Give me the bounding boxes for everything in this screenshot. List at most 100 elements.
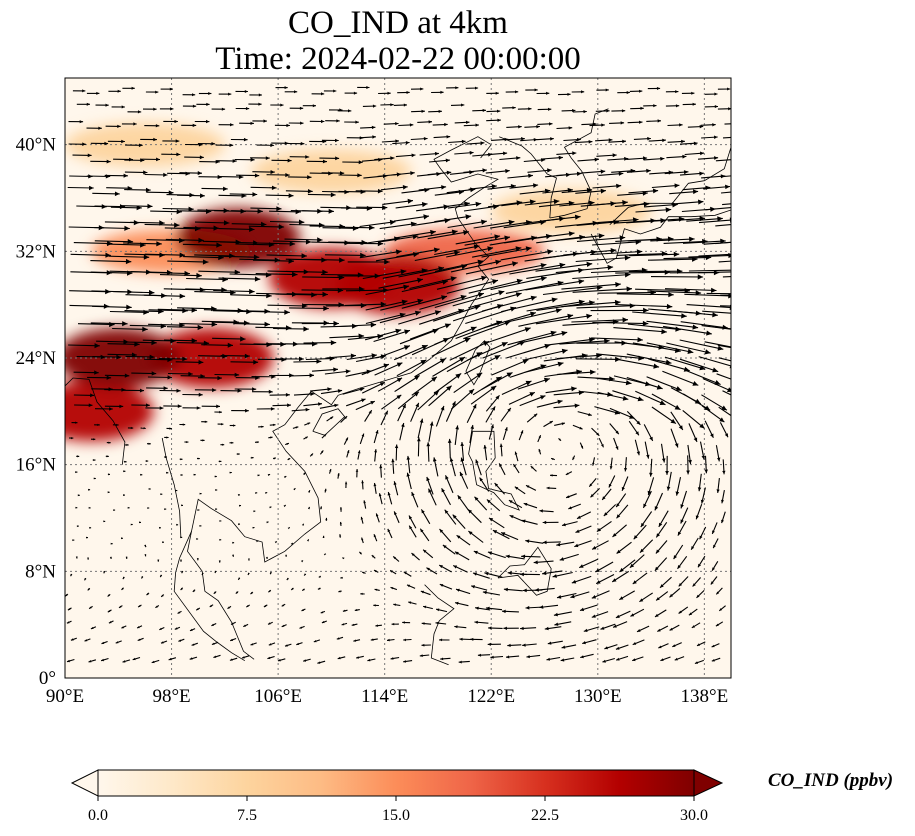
wind-vector-head xyxy=(654,566,659,571)
wind-vector-head xyxy=(463,230,469,236)
wind-vector-shaft xyxy=(453,372,483,394)
wind-vector-shaft xyxy=(359,221,396,228)
wind-vector-head xyxy=(666,486,671,491)
wind-vector-head xyxy=(526,485,530,488)
wind-vector-head xyxy=(399,312,406,318)
wind-vector-head xyxy=(322,159,327,164)
wind-vector-head xyxy=(176,209,182,215)
wind-vector-head xyxy=(697,487,702,492)
wind-vector-shaft xyxy=(463,205,499,212)
wind-vector-head xyxy=(243,624,246,627)
wind-vector-head xyxy=(499,463,502,467)
wind-vector-head xyxy=(583,628,588,632)
wind-vector-head xyxy=(551,297,558,303)
wind-vector-shaft xyxy=(715,223,731,227)
wind-vector-head xyxy=(495,395,500,400)
wind-vector-shaft xyxy=(720,191,731,194)
wind-vector-head xyxy=(323,305,329,311)
wind-vector-head xyxy=(192,589,196,592)
wind-vector-head xyxy=(166,436,169,439)
wind-vector-head xyxy=(160,493,163,496)
wind-vector-head xyxy=(355,120,359,124)
wind-vector-head xyxy=(215,508,218,510)
wind-vector-head xyxy=(447,438,452,443)
wind-vector-head xyxy=(146,592,149,596)
wind-vector-head xyxy=(434,151,439,156)
wind-vector-head xyxy=(169,87,173,91)
wind-vector-head xyxy=(155,90,159,94)
wind-vector-shaft xyxy=(590,269,648,274)
wind-vector-head xyxy=(655,613,659,617)
wind-vector-head xyxy=(590,494,594,498)
wind-vector-shaft xyxy=(517,331,568,345)
wind-vector-head xyxy=(175,489,178,492)
wind-vector-head xyxy=(70,638,74,641)
wind-vector-head xyxy=(134,341,140,347)
plume-blob xyxy=(269,248,394,308)
wind-vector-head xyxy=(157,559,160,562)
wind-vector-head xyxy=(533,560,538,565)
latitude-tick-label: 32°N xyxy=(16,241,57,262)
wind-vector-head xyxy=(657,119,661,123)
wind-vector-head xyxy=(258,102,262,106)
wind-vector-shaft xyxy=(450,260,502,273)
wind-vector-head xyxy=(338,590,341,593)
wind-vector-head xyxy=(604,646,608,650)
wind-vector-head xyxy=(334,403,339,408)
wind-vector-head xyxy=(453,565,458,569)
wind-vector-head xyxy=(375,513,379,517)
wind-vector-head xyxy=(710,581,714,585)
wind-vector-head xyxy=(560,658,565,662)
wind-vector-head xyxy=(460,442,464,446)
wind-vector-shaft xyxy=(483,327,531,345)
wind-vector-shaft xyxy=(524,200,560,206)
wind-vector-head xyxy=(124,225,130,231)
wind-vector-head xyxy=(612,578,617,582)
wind-vector-head xyxy=(127,506,130,509)
wind-vector-head xyxy=(258,93,262,97)
wind-vector-head xyxy=(263,604,267,607)
wind-vector-head xyxy=(208,92,212,95)
wind-vector-head xyxy=(622,139,626,144)
wind-vector-head xyxy=(212,388,217,393)
wind-vector-head xyxy=(728,107,731,111)
wind-vector-shaft xyxy=(398,267,445,278)
wind-vector-head xyxy=(339,521,342,525)
wind-vector-head xyxy=(387,492,391,496)
wind-vector-head xyxy=(492,279,498,285)
coastline xyxy=(424,584,455,666)
wind-vector-head xyxy=(615,614,620,618)
wind-vector-head xyxy=(264,308,270,314)
longitude-tick-label: 130°E xyxy=(574,686,622,707)
wind-vector-head xyxy=(286,577,289,580)
wind-vector-head xyxy=(145,187,151,193)
wind-vector-head xyxy=(289,241,296,247)
wind-vector-head xyxy=(402,404,406,409)
wind-vector-shaft xyxy=(571,319,629,323)
wind-vector-head xyxy=(153,137,157,142)
wind-vector-head xyxy=(196,558,199,561)
wind-vector-head xyxy=(520,626,524,631)
wind-vector-shaft xyxy=(645,218,685,222)
wind-vector-head xyxy=(139,521,141,524)
wind-vector-shaft xyxy=(535,263,593,272)
wind-vector-head xyxy=(94,343,100,349)
wind-vector-head xyxy=(163,386,168,391)
wind-vector-head xyxy=(107,594,110,597)
wind-vector-head xyxy=(284,86,288,90)
wind-vector-head xyxy=(508,500,513,504)
colorbar-extend-min xyxy=(70,769,99,797)
wind-vector-head xyxy=(321,119,325,124)
wind-vector-shaft xyxy=(124,341,157,344)
wind-vector-head xyxy=(740,239,746,244)
wind-vector-head xyxy=(291,587,294,590)
wind-vector-head xyxy=(242,656,245,659)
wind-vector-head xyxy=(126,304,132,310)
wind-vector-head xyxy=(659,400,666,405)
wind-vector-shaft xyxy=(162,207,194,210)
wind-vector-head xyxy=(88,660,92,663)
wind-vector-head xyxy=(536,125,540,129)
wind-vector-head xyxy=(423,549,427,553)
wind-vector-head xyxy=(530,295,537,301)
wind-vector-head xyxy=(125,556,128,559)
